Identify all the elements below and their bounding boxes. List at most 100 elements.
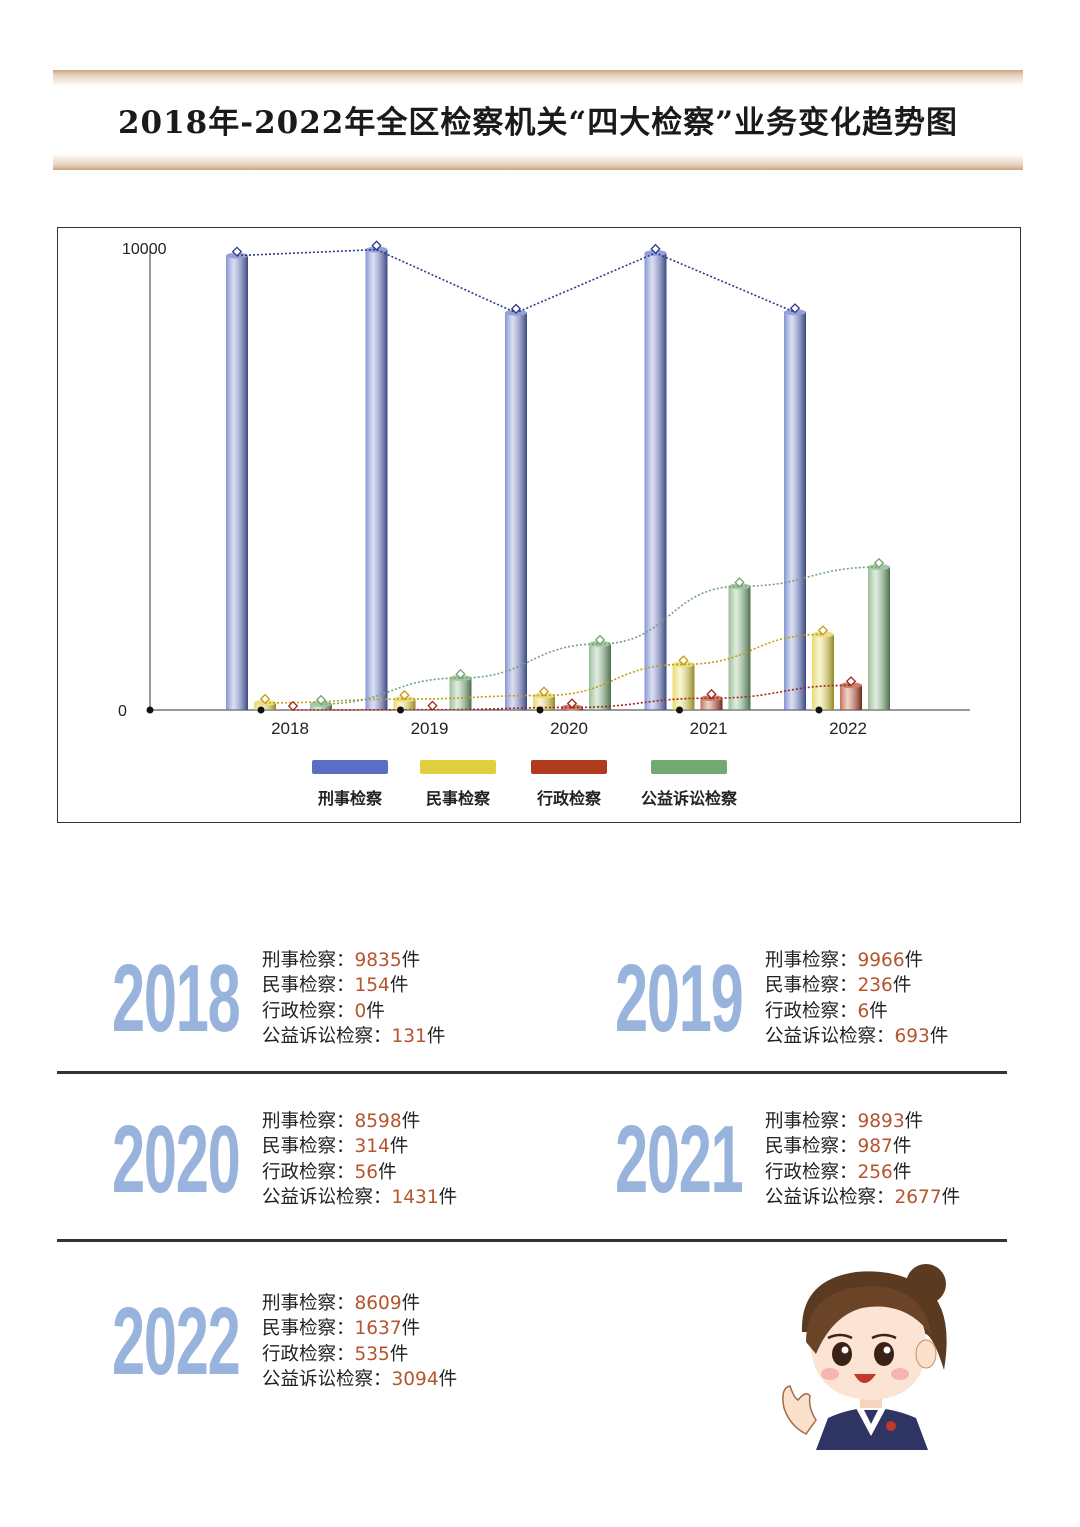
bar-2020-0 [505, 312, 527, 710]
x-tick-label: 2019 [411, 719, 449, 738]
stat-line-administrative: 行政检察：6件 [765, 1000, 888, 1022]
trend-line-1 [264, 633, 824, 704]
stat-line-public-interest: 公益诉讼检察：693件 [765, 1025, 949, 1047]
trend-marker-2-4 [845, 676, 857, 687]
legend-item-administrative: 行政检察 [531, 760, 607, 809]
legend-item-civil: 民事检察 [420, 760, 496, 809]
legend-item-criminal: 刑事检察 [312, 760, 388, 809]
x-tick-label: 2020 [550, 719, 588, 738]
stat-block-2021: 2021 刑事检察：9893件 民事检察：987件 行政检察：256件 公益诉讼… [615, 1105, 1035, 1235]
y-tick-label: 0 [118, 703, 127, 720]
trend-marker-0-2 [510, 303, 522, 314]
trend-marker-3-3 [734, 577, 745, 588]
trend-marker-1-4 [817, 625, 829, 636]
trend-marker-3-2 [594, 634, 606, 646]
x-tick-dot [397, 706, 404, 714]
trend-marker-0-4 [789, 303, 801, 314]
stat-line-public-interest: 公益诉讼检察：3094件 [262, 1368, 458, 1390]
legend-swatch-administrative [531, 760, 607, 774]
bar-2019-1 [393, 699, 416, 710]
bar-2022-1 [812, 634, 834, 710]
x-tick-dot [257, 706, 265, 714]
trend-marker-1-3 [678, 655, 689, 666]
stat-year: 2021 [615, 1106, 744, 1213]
trend-marker-2-0 [287, 700, 299, 712]
divider [57, 1071, 1007, 1074]
x-tick-dot [536, 706, 544, 714]
stat-year: 2018 [112, 945, 241, 1052]
trend-marker-0-1 [371, 240, 382, 251]
legend-swatch-criminal [312, 760, 388, 774]
stat-block-2018: 2018 刑事检察：9835件 民事检察：154件 行政检察：0件 公益诉讼检察… [112, 944, 532, 1074]
divider [57, 1239, 1007, 1242]
trend-marker-2-2 [566, 698, 578, 709]
stat-year: 2019 [615, 945, 744, 1052]
legend-label-public-interest: 公益诉讼检察 [641, 789, 738, 808]
stat-line-public-interest: 公益诉讼检察：1431件 [262, 1186, 458, 1208]
bar-2018-1 [254, 702, 276, 710]
legend-swatch-public-interest [651, 760, 727, 774]
stat-line-civil: 民事检察：154件 [262, 975, 409, 997]
x-tick-dot [676, 706, 683, 714]
x-tick-dot [815, 706, 823, 714]
trend-marker-1-2 [538, 686, 550, 697]
bar-2021-2 [700, 698, 723, 710]
trend-marker-1-1 [399, 689, 410, 701]
stat-line-civil: 民事检察：236件 [765, 975, 912, 997]
stat-block-2022: 2022 刑事检察：8609件 民事检察：1637件 行政检察：535件 公益诉… [112, 1287, 532, 1417]
bar-2019-3 [449, 677, 472, 710]
bar-2018-3 [310, 703, 332, 710]
trend-marker-3-0 [315, 694, 327, 706]
stat-line-criminal: 刑事检察：8609件 [262, 1293, 421, 1314]
stat-year: 2020 [112, 1106, 241, 1213]
trend-line-0 [236, 248, 796, 314]
stat-line-administrative: 行政检察：0件 [262, 1000, 385, 1022]
legend-item-public-interest: 公益诉讼检察 [641, 760, 737, 809]
bar-2018-0 [226, 255, 248, 711]
x-tick-label: 2018 [271, 719, 309, 738]
legend-label-civil: 民事检察 [425, 789, 490, 808]
stat-line-civil: 民事检察：314件 [262, 1136, 409, 1158]
bar-2021-3 [728, 586, 751, 710]
trend-marker-3-4 [873, 557, 885, 569]
stat-line-criminal: 刑事检察：9966件 [765, 950, 924, 971]
trend-marker-0-0 [231, 246, 243, 257]
legend-label-criminal: 刑事检察 [317, 789, 382, 808]
y-tick-label: 10000 [122, 241, 167, 258]
bar-2020-1 [533, 695, 555, 710]
stat-line-criminal: 刑事检察：9893件 [765, 1111, 924, 1132]
x-tick-label: 2021 [690, 719, 728, 738]
stat-line-criminal: 刑事检察：8598件 [262, 1111, 421, 1132]
stat-line-public-interest: 公益诉讼检察：2677件 [765, 1186, 961, 1208]
stat-block-2020: 2020 刑事检察：8598件 民事检察：314件 行政检察：56件 公益诉讼检… [112, 1105, 532, 1235]
trend-marker-2-1 [427, 700, 438, 711]
bar-2022-3 [868, 567, 890, 710]
legend-swatch-civil [420, 760, 496, 774]
stat-line-criminal: 刑事检察：9835件 [262, 950, 421, 971]
trend-marker-3-1 [455, 668, 466, 680]
stat-line-administrative: 行政检察：535件 [262, 1343, 409, 1365]
trend-marker-0-3 [650, 243, 661, 255]
bar-2022-0 [784, 312, 806, 710]
bar-2021-1 [672, 664, 695, 710]
trend-chart: 0 10000 2018 2019 2020 2021 2022 [118, 240, 970, 738]
legend-label-administrative: 行政检察 [536, 789, 601, 808]
stat-block-2019: 2019 刑事检察：9966件 民事检察：236件 行政检察：6件 公益诉讼检察… [615, 944, 1035, 1074]
x-tick-label: 2022 [829, 719, 867, 738]
trend-marker-1-0 [259, 693, 271, 705]
prosecutor-avatar [782, 1264, 947, 1450]
stat-line-administrative: 行政检察：256件 [765, 1161, 912, 1183]
bar-2021-0 [644, 252, 667, 710]
stat-line-public-interest: 公益诉讼检察：131件 [262, 1025, 446, 1047]
stat-line-administrative: 行政检察：56件 [262, 1161, 397, 1183]
page-title: 2018年-2022年全区检察机关“四大检察”业务变化趋势图 [117, 105, 959, 141]
bar-2020-3 [589, 643, 611, 710]
trend-marker-2-3 [706, 689, 717, 700]
title-banner: 2018年-2022年全区检察机关“四大检察”业务变化趋势图 [53, 70, 1023, 170]
chart-frame: 0 10000 2018 2019 2020 2021 2022 刑事检察 民事检察 行政检… [57, 227, 1021, 823]
axis-origin-dot [146, 706, 154, 714]
stat-line-civil: 民事检察：1637件 [262, 1318, 421, 1340]
stat-year: 2022 [112, 1288, 241, 1395]
bar-2019-0 [365, 249, 388, 710]
bar-2022-2 [840, 685, 862, 710]
